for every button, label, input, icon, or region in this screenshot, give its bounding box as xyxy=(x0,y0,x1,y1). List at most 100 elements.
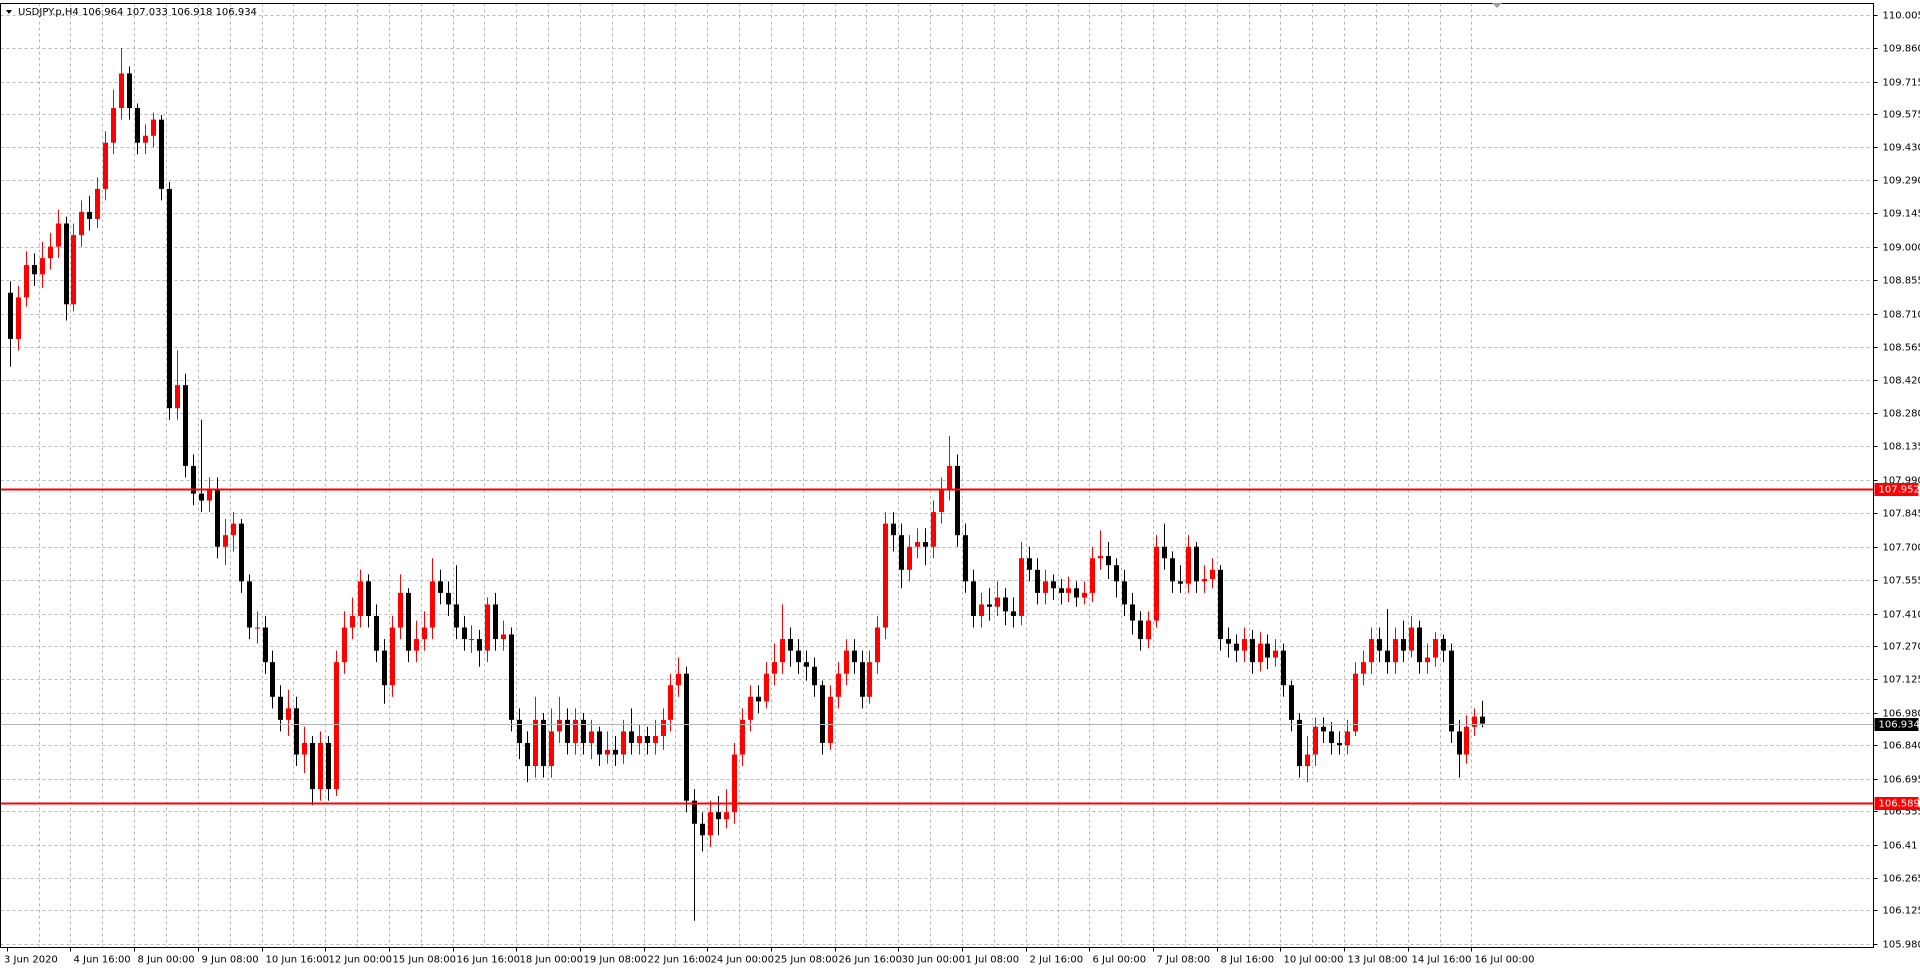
candle-body xyxy=(318,742,323,790)
x-tick-label: 2 Jul 16:00 xyxy=(1030,955,1084,966)
candle-body xyxy=(485,604,490,651)
candle-body xyxy=(716,812,721,820)
candle-body xyxy=(732,754,737,813)
candles xyxy=(8,48,1485,921)
candle-body xyxy=(987,604,992,607)
candle-body xyxy=(294,708,299,755)
candle-body xyxy=(812,666,817,686)
candle-body xyxy=(1035,569,1040,593)
candle-body xyxy=(247,581,252,628)
candle-body xyxy=(430,581,435,628)
candle-body xyxy=(597,731,602,755)
y-tick-label: 107.410 xyxy=(1883,610,1920,621)
x-tick-label: 12 Jun 00:00 xyxy=(329,955,393,966)
candle-body xyxy=(48,246,53,259)
candle-body xyxy=(71,235,76,305)
candle-body xyxy=(883,523,888,628)
candle-body xyxy=(1480,716,1485,724)
candle-body xyxy=(382,650,387,686)
candle-body xyxy=(422,627,427,640)
candle-body xyxy=(199,493,204,501)
candle-body xyxy=(1194,546,1199,582)
candle-body xyxy=(1337,742,1342,746)
y-tick-label: 105.980 xyxy=(1883,940,1920,951)
y-tick-label: 107.990 xyxy=(1883,476,1920,487)
candle-body xyxy=(653,736,658,743)
candle-body xyxy=(852,650,857,663)
candle-body xyxy=(255,627,260,629)
candle-body xyxy=(1074,588,1079,598)
candle-body xyxy=(1011,611,1016,616)
candle-body xyxy=(923,542,928,547)
candle-body xyxy=(231,523,236,536)
candle-body xyxy=(175,385,180,409)
x-tick-label: 30 Jun 00:00 xyxy=(902,955,966,966)
candle-body xyxy=(390,627,395,686)
candle-body xyxy=(143,135,148,143)
candle-body xyxy=(907,546,912,570)
candle-body xyxy=(191,465,196,494)
candle-body xyxy=(1385,650,1390,663)
candle-body xyxy=(1289,685,1294,720)
candle-body xyxy=(1297,719,1302,767)
candle-body xyxy=(350,615,355,628)
candle-body xyxy=(867,662,872,697)
candle-body xyxy=(1082,592,1087,598)
candle-body xyxy=(581,719,586,743)
candle-body xyxy=(302,742,307,755)
candle-body xyxy=(135,108,140,143)
candle-body xyxy=(692,800,697,824)
candle-body xyxy=(32,265,37,275)
candle-body xyxy=(939,489,944,513)
candle-body xyxy=(1027,558,1032,570)
candle-body xyxy=(875,627,880,663)
candle-body xyxy=(1441,639,1446,651)
candle-body xyxy=(366,581,371,616)
plot-frame xyxy=(0,3,1874,948)
candle-body xyxy=(64,223,69,305)
title-arrow xyxy=(6,10,12,14)
candle-body xyxy=(1250,639,1255,663)
candle-body xyxy=(438,581,443,593)
candle-body xyxy=(828,696,833,743)
x-tick-label: 24 Jun 00:00 xyxy=(711,955,775,966)
candle-body xyxy=(207,489,212,501)
price-label: 107.952 xyxy=(1879,485,1920,496)
y-tick-label: 108.280 xyxy=(1883,409,1920,420)
candle-body xyxy=(239,523,244,582)
candle-body xyxy=(955,465,960,536)
y-tick-label: 107.555 xyxy=(1883,576,1920,587)
candle-body xyxy=(270,662,275,697)
candle-body xyxy=(740,719,745,755)
y-tick-label: 109.860 xyxy=(1883,44,1920,55)
candle-body xyxy=(1401,639,1406,651)
candle-body xyxy=(1265,643,1270,658)
candle-body xyxy=(1305,754,1310,767)
candle-body xyxy=(263,627,268,663)
x-tick-label: 7 Jul 08:00 xyxy=(1157,955,1211,966)
candle-body xyxy=(796,650,801,663)
candle-body xyxy=(1186,546,1191,584)
candle-body xyxy=(406,592,411,651)
price-label: 106.934 xyxy=(1879,720,1920,731)
x-tick-label: 1 Jul 08:00 xyxy=(966,955,1020,966)
candle-body xyxy=(979,604,984,616)
x-tick-label: 22 Jun 16:00 xyxy=(648,955,712,966)
candle-body xyxy=(1130,604,1135,621)
candle-body xyxy=(1242,639,1247,651)
y-tick-label: 107.845 xyxy=(1883,509,1920,520)
y-tick-label: 106.695 xyxy=(1883,775,1920,786)
candle-body xyxy=(708,812,713,836)
x-tick-label: 25 Jun 08:00 xyxy=(775,955,839,966)
candle-body xyxy=(167,188,172,409)
candle-body xyxy=(780,639,785,663)
candle-body xyxy=(621,731,626,755)
candle-body xyxy=(1234,643,1239,651)
x-tick-label: 18 Jun 00:00 xyxy=(520,955,584,966)
candle-body xyxy=(40,258,45,275)
candle-body xyxy=(1019,558,1024,616)
candle-body xyxy=(820,685,825,743)
candle-body xyxy=(24,265,29,298)
candle-body xyxy=(95,188,100,219)
